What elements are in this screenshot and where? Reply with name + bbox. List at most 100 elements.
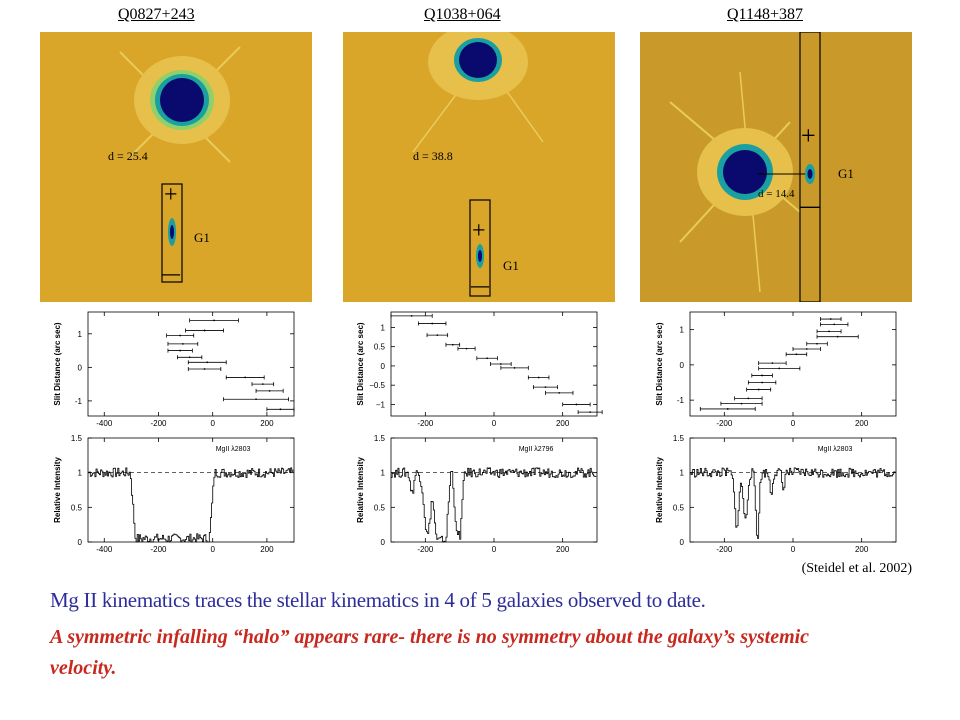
data-point <box>577 410 603 415</box>
data-point <box>187 360 227 365</box>
y-axis-label: Slit Distance (arc sec) <box>53 322 62 405</box>
x-tick-label: 0 <box>492 545 497 554</box>
x-tick-label: -200 <box>150 545 167 554</box>
x-tick-label: -200 <box>150 419 167 428</box>
y-tick-label: -1 <box>75 397 83 406</box>
x-tick-label: 0 <box>791 419 796 428</box>
data-point <box>266 407 295 412</box>
x-tick-label: -200 <box>417 545 434 554</box>
y-tick-label: 1.5 <box>673 434 685 443</box>
spectrum-plot-svg: -200 0 200 1.5 1 0.5 0 Relative Intensity MgII λ… <box>356 434 598 554</box>
x-tick-label: -400 <box>96 545 113 554</box>
data-point <box>457 346 476 351</box>
y-tick-label: 0 <box>78 538 83 547</box>
x-tick-label: 0 <box>791 545 796 554</box>
data-point <box>445 342 461 347</box>
panel-title-q0827: Q0827+243 <box>118 6 195 23</box>
image-panel-q1038: d = 38.8 + — G1 <box>343 32 615 302</box>
data-point <box>758 366 801 371</box>
spectrum-plot-q1038: -200 0 200 1.5 1 0.5 0 Relative Intensity MgII λ… <box>351 432 601 560</box>
x-tick-label: -400 <box>96 419 113 428</box>
data-point <box>527 375 550 380</box>
data-point <box>734 396 763 401</box>
data-point <box>699 406 756 411</box>
x-tick-label: -200 <box>716 419 733 428</box>
data-point <box>390 313 433 318</box>
slit-plot-svg: -400 -200 0 200 1 0 -1 Slit Distance (arc sec) <box>53 311 295 428</box>
x-tick-label: 200 <box>260 419 274 428</box>
galaxy-label-q1148: G1 <box>838 166 854 181</box>
spectrum-frame <box>87 437 295 543</box>
data-point <box>792 347 821 352</box>
quasar-q1148 <box>669 71 801 293</box>
y-tick-label: 1 <box>78 330 83 339</box>
spectrum-line <box>88 467 294 543</box>
data-point <box>746 387 772 392</box>
x-tick-label: 0 <box>210 545 215 554</box>
statement-halo-symmetry: A symmetric infalling “halo” appears rar… <box>50 626 810 679</box>
spectrum-plot-q0827: -400 -200 0 200 1.5 1 0.5 0 Relative Intensity Mg… <box>48 432 298 560</box>
data-point <box>500 365 529 370</box>
data-point <box>167 341 199 346</box>
slit-frame <box>87 311 295 417</box>
spectrum-line <box>391 467 597 543</box>
y-tick-label: 1 <box>381 323 386 332</box>
data-point <box>545 390 574 395</box>
quasar-q0827 <box>119 46 241 163</box>
quasar-field-image-q1148: d = 14.4 + — G1 <box>640 32 912 302</box>
data-point <box>820 322 849 327</box>
data-point <box>185 328 224 333</box>
statement-stellar-kinematics: Mg II kinematics traces the stellar kine… <box>50 588 706 612</box>
data-point <box>166 333 195 338</box>
data-point <box>426 333 449 338</box>
distance-label-q1038: d = 38.8 <box>413 149 453 163</box>
y-tick-label: -1 <box>677 396 685 405</box>
data-point <box>476 356 498 361</box>
x-tick-label: 0 <box>492 419 497 428</box>
y-tick-label: 0 <box>78 363 83 372</box>
slit-frame <box>689 311 897 417</box>
data-point <box>225 375 265 380</box>
data-point <box>806 341 828 346</box>
slit-plot-svg: -200 0 200 1 0 -1 Slit Distance (arc sec) <box>655 311 897 428</box>
y-tick-label: 1.5 <box>71 434 83 443</box>
data-point <box>562 402 591 407</box>
y-axis-label: Slit Distance (arc sec) <box>655 322 664 405</box>
data-point <box>418 321 447 326</box>
data-point <box>720 401 763 406</box>
y-tick-label: 0 <box>680 538 685 547</box>
y-tick-label: 0.5 <box>374 503 386 512</box>
distance-label-q1148: d = 14.4 <box>758 188 795 200</box>
x-tick-label: 200 <box>855 545 869 554</box>
slit-box-q1038 <box>469 199 491 297</box>
minus-sign-q1148: — <box>799 195 821 217</box>
slit-velocity-plot-q0827: -400 -200 0 200 1 0 -1 Slit Distance (arc sec) <box>48 308 298 434</box>
distance-label-q0827: d = 25.4 <box>108 149 148 163</box>
citation: (Steidel et al. 2002) <box>801 561 912 576</box>
plus-sign-q1148: + <box>801 121 816 150</box>
y-tick-label: 1 <box>680 469 685 478</box>
spectrum-frame <box>689 437 897 543</box>
minus-sign-q0827: — <box>161 263 181 283</box>
image-panel-q0827: d = 25.4 + — G1 <box>40 32 312 302</box>
spectrum-line <box>690 467 896 539</box>
quasar-field-image-q1038: d = 38.8 + — G1 <box>343 32 615 302</box>
y-tick-label: 1 <box>78 469 83 478</box>
data-point <box>820 317 842 322</box>
data-point <box>785 352 808 357</box>
y-tick-label: 0.5 <box>71 503 83 512</box>
data-point <box>747 380 777 385</box>
data-point <box>255 388 284 393</box>
x-tick-label: -200 <box>716 545 733 554</box>
data-point <box>189 318 239 323</box>
y-tick-label: 1 <box>680 326 685 335</box>
y-tick-label: 0 <box>680 361 685 370</box>
slit-box-q1148 <box>799 32 821 302</box>
y-axis-label: Relative Intensity <box>655 457 664 523</box>
data-point <box>177 355 203 360</box>
slit-box-q0827 <box>161 183 183 283</box>
data-point <box>751 373 773 378</box>
slit-velocity-plot-q1038: -200 0 200 1 0.5 0 −0.5 −1 Slit Distance (arc se… <box>351 308 603 434</box>
y-tick-label: 0 <box>381 362 386 371</box>
spectrum-plot-q1148: -200 0 200 1.5 1 0.5 0 Relative Intensity MgII λ… <box>650 432 900 560</box>
